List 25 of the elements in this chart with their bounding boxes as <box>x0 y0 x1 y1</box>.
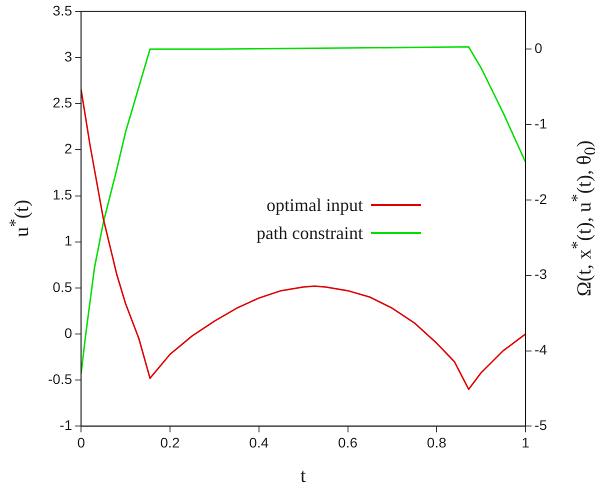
x-tick-label: 0.6 <box>338 434 358 450</box>
y-tick-label: 0 <box>64 324 72 341</box>
y-tick-label: -0.5 <box>48 370 72 387</box>
x-tick-label: 0.2 <box>160 434 180 450</box>
y2-tick-label: -4 <box>534 342 548 358</box>
y-tick-label: 0.5 <box>52 278 72 295</box>
y2-tick-label: -5 <box>534 417 548 434</box>
y2-tick-label: -2 <box>534 190 548 207</box>
y-tick-label: -1 <box>60 417 72 434</box>
y-tick-label: 3.5 <box>52 2 72 18</box>
y2-tick-label: -3 <box>534 266 548 282</box>
x-axis-title: t <box>300 464 306 488</box>
legend-label: path constraint <box>256 222 364 244</box>
x-tick-label: 0 <box>77 434 86 450</box>
y-tick-label: 3 <box>64 48 72 64</box>
y-tick-label: 2.5 <box>52 94 72 110</box>
y-tick-label: 1 <box>64 232 72 249</box>
x-tick-label: 0.4 <box>249 434 269 450</box>
y2-tick-label: 0 <box>534 40 543 56</box>
legend-label: optimal input <box>266 194 364 216</box>
y-tick-label: 2 <box>64 140 72 157</box>
x-tick-label: 1 <box>522 434 530 450</box>
y2-tick-label: -1 <box>534 115 548 132</box>
x-tick-label: 0.8 <box>426 434 447 450</box>
y-tick-label: 1.5 <box>52 186 72 203</box>
